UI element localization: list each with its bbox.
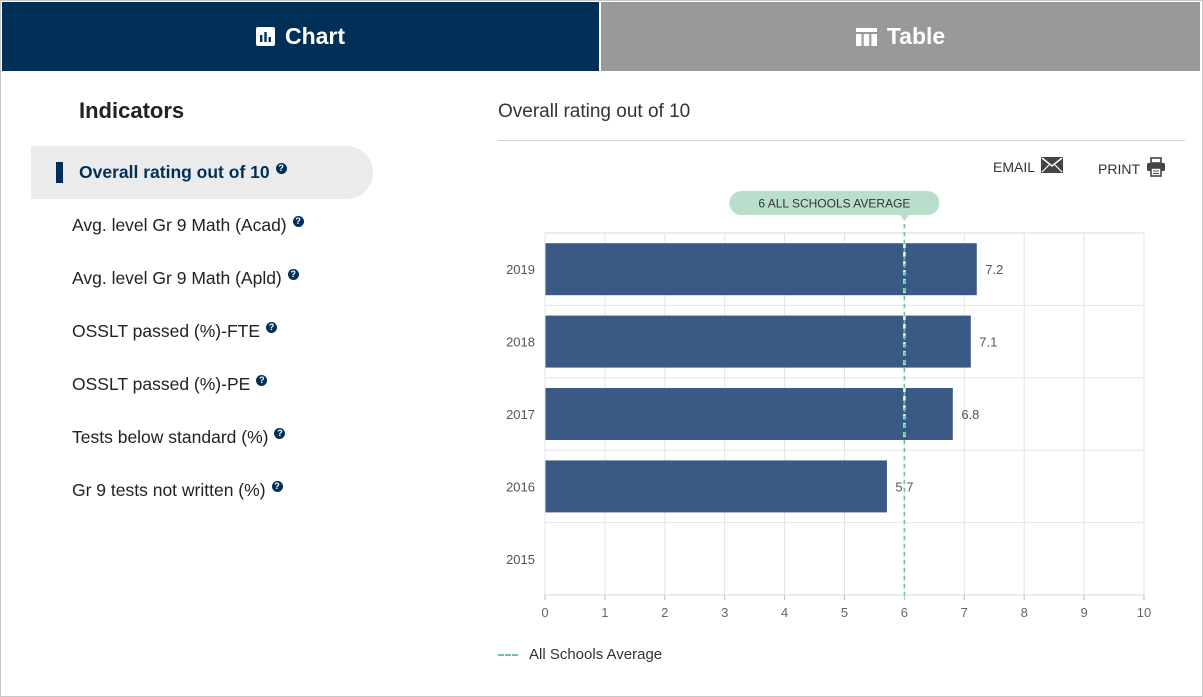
question-circle-icon[interactable]: ? xyxy=(287,269,299,280)
indicators-heading: Indicators xyxy=(79,98,185,123)
x-tick-label: 1 xyxy=(601,605,608,620)
bar xyxy=(545,460,887,513)
question-circle-icon[interactable]: ? xyxy=(266,322,278,333)
question-circle-icon[interactable]: ? xyxy=(274,428,286,439)
email-label: EMAIL xyxy=(993,158,1036,175)
y-tick-label: 2017 xyxy=(506,407,535,422)
question-circle-icon[interactable]: ? xyxy=(271,481,283,492)
x-tick-label: 5 xyxy=(841,605,848,620)
average-badge-label: 6 ALL SCHOOLS AVERAGE xyxy=(758,197,910,211)
average-badge xyxy=(729,191,940,215)
email-button[interactable]: EMAIL xyxy=(993,157,1064,176)
x-tick-label: 3 xyxy=(721,605,728,620)
indicator-label: Overall rating out of 10 xyxy=(79,162,270,182)
x-tick-label: 7 xyxy=(961,605,968,620)
indicator-osslt-pe[interactable]: OSSLT passed (%)-PE ? xyxy=(31,358,373,411)
chart-legend: All Schools Average xyxy=(498,646,662,663)
chart-title: Overall rating out of 10 xyxy=(498,101,691,122)
indicator-label: OSSLT passed (%)-FTE xyxy=(72,321,261,341)
indicator-list: Overall rating out of 10 ? Avg. level Gr… xyxy=(31,146,373,517)
x-tick-label: 9 xyxy=(1080,605,1087,620)
tab-chart-label: Chart xyxy=(284,23,346,49)
question-circle-icon[interactable]: ? xyxy=(292,216,304,227)
indicator-gr9-math-apld[interactable]: Avg. level Gr 9 Math (Apld) ? xyxy=(31,252,373,305)
indicator-overall-rating[interactable]: Overall rating out of 10 ? xyxy=(31,146,373,199)
title-divider xyxy=(498,140,1185,141)
question-circle-icon[interactable]: ? xyxy=(275,163,287,174)
y-tick-label: 2019 xyxy=(506,262,535,277)
print-button[interactable]: PRINT xyxy=(1098,157,1166,180)
envelope-icon xyxy=(1035,157,1064,176)
question-circle-icon[interactable]: ? xyxy=(256,375,268,386)
legend-label: All Schools Average xyxy=(529,646,663,663)
y-tick-label: 2018 xyxy=(506,335,535,350)
x-tick-label: 6 xyxy=(901,605,908,620)
tab-chart[interactable]: Chart xyxy=(2,2,599,71)
bar xyxy=(545,243,977,296)
indicator-tests-not-written[interactable]: Gr 9 tests not written (%) ? xyxy=(31,464,373,517)
bar-chart-icon xyxy=(255,27,275,46)
x-tick-label: 4 xyxy=(781,605,788,620)
view-tabs: Chart Table xyxy=(2,2,1200,71)
indicator-gr9-math-acad[interactable]: Avg. level Gr 9 Math (Acad) ? xyxy=(31,199,373,252)
indicator-tests-below-standard[interactable]: Tests below standard (%) ? xyxy=(31,411,373,464)
average-badge-pointer xyxy=(899,214,910,221)
print-label: PRINT xyxy=(1098,160,1140,177)
active-marker xyxy=(56,162,63,183)
bar xyxy=(545,388,953,440)
indicator-label: Tests below standard (%) xyxy=(72,427,269,447)
y-tick-label: 2016 xyxy=(506,479,535,494)
printer-icon xyxy=(1140,157,1166,180)
bar-chart: 01234567891020197.220187.120176.820165.7… xyxy=(506,191,1151,620)
indicator-label: Gr 9 tests not written (%) xyxy=(72,480,266,500)
data-label: 7.1 xyxy=(979,335,997,350)
bar xyxy=(545,315,971,368)
legend-dash-swatch xyxy=(498,653,518,656)
x-tick-label: 0 xyxy=(541,605,548,620)
indicator-label: Avg. level Gr 9 Math (Apld) xyxy=(72,268,282,288)
data-label: 7.2 xyxy=(985,262,1003,277)
indicator-label: OSSLT passed (%)-PE xyxy=(72,374,251,394)
tab-table[interactable]: Table xyxy=(601,2,1200,71)
indicator-osslt-fte[interactable]: OSSLT passed (%)-FTE ? xyxy=(31,305,373,358)
x-tick-label: 8 xyxy=(1021,605,1028,620)
x-tick-label: 2 xyxy=(661,605,668,620)
tab-table-label: Table xyxy=(886,23,946,49)
data-label: 6.8 xyxy=(961,407,979,422)
x-tick-label: 10 xyxy=(1137,605,1151,620)
indicator-label: Avg. level Gr 9 Math (Acad) xyxy=(72,215,287,235)
y-tick-label: 2015 xyxy=(506,552,535,567)
table-icon xyxy=(855,27,877,46)
